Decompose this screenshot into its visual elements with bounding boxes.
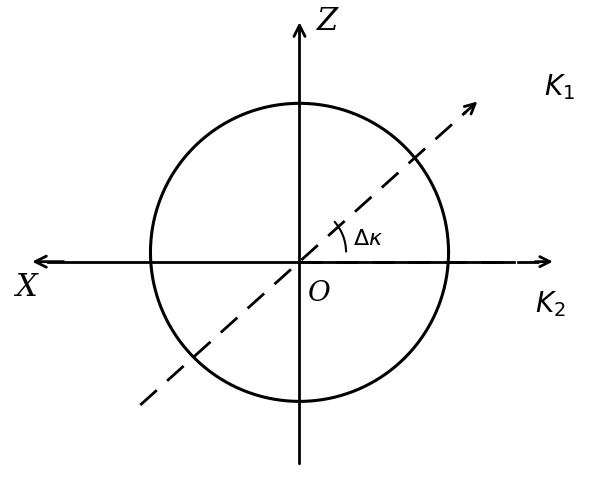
Text: $K_2$: $K_2$: [535, 289, 565, 320]
Text: O: O: [308, 280, 331, 307]
Text: $\Delta\kappa$: $\Delta\kappa$: [353, 228, 383, 250]
Text: X: X: [16, 272, 38, 303]
Text: Z: Z: [317, 6, 338, 37]
Text: $K_1$: $K_1$: [544, 72, 575, 102]
